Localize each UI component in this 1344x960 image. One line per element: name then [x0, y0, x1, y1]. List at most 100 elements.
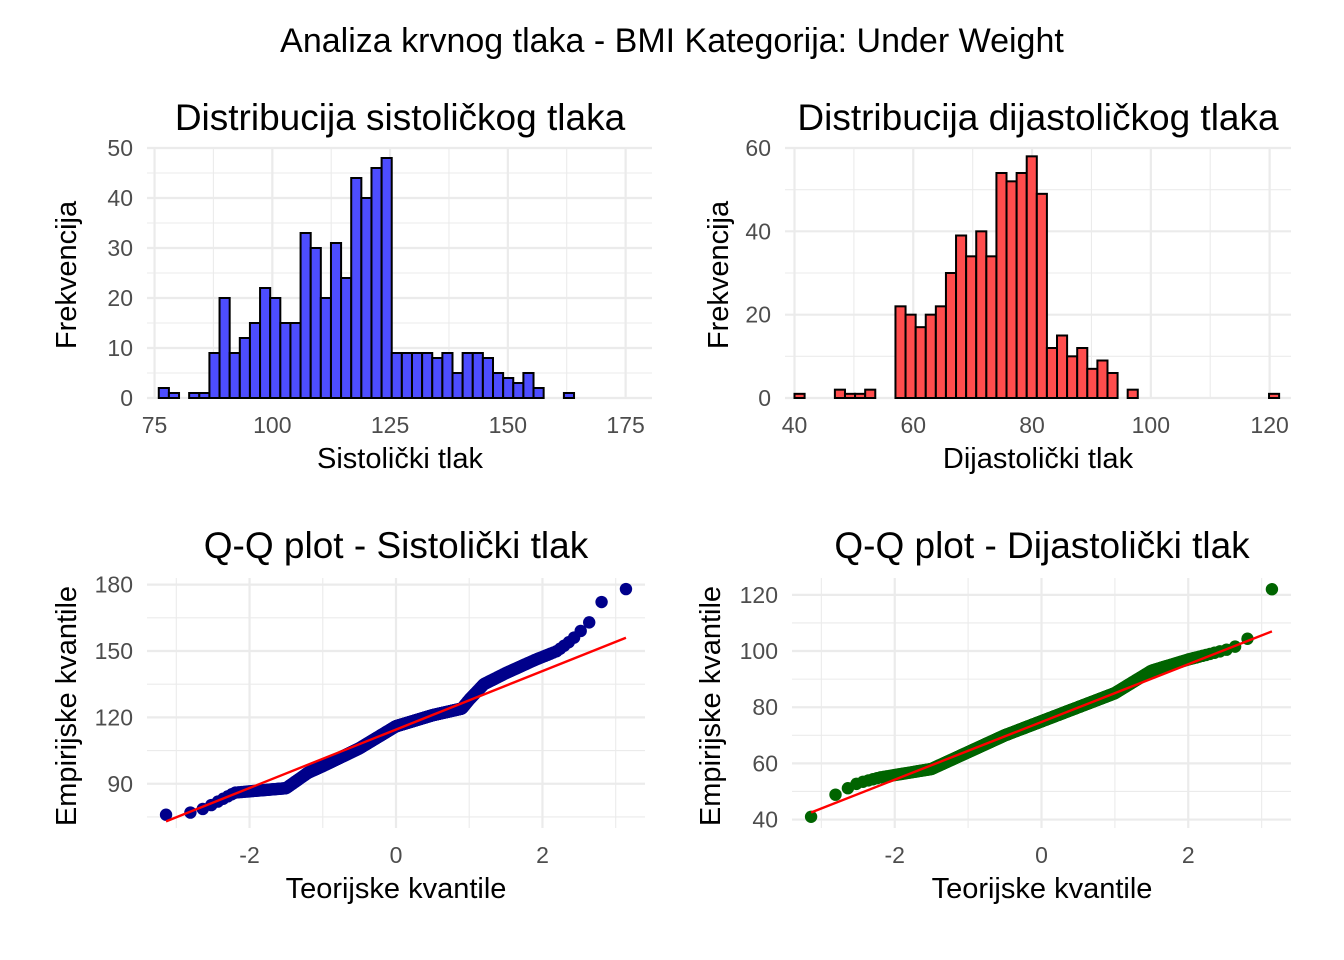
histogram-bar	[451, 372, 464, 399]
histogram-bar	[1045, 347, 1059, 399]
histogram-bar	[431, 357, 444, 399]
y-tick-label: 0	[758, 385, 771, 411]
histogram-bar	[995, 172, 1008, 399]
histogram-bar	[864, 388, 877, 399]
histogram-bar	[360, 197, 373, 399]
x-axis-label: Teorijske kvantile	[286, 873, 507, 905]
histogram-bar	[955, 234, 968, 399]
panel-histogram-diastolic: Distribucija dijastoličkog tlaka 40 60 80 1…	[703, 97, 1291, 475]
histogram-bar	[924, 313, 937, 399]
y-tick-label: 40	[752, 807, 778, 833]
histogram-bar	[975, 230, 988, 399]
x-axis-label: Sistolički tlak	[317, 443, 483, 475]
y-tick-label: 120	[740, 582, 778, 608]
panel-title: Distribucija dijastoličkog tlaka	[797, 97, 1279, 138]
x-tick-label: -2	[885, 842, 905, 868]
histogram-bar	[562, 392, 576, 399]
y-tick-label: 20	[745, 302, 771, 328]
x-tick-label: 2	[1182, 842, 1195, 868]
x-tick-label: 60	[900, 412, 926, 438]
histogram-bar	[410, 352, 424, 399]
histogram-bar	[481, 357, 495, 399]
qq-point	[574, 624, 587, 638]
qq-point	[619, 582, 633, 596]
histogram-bar	[904, 313, 917, 399]
x-tick-label: 100	[253, 412, 291, 438]
histogram-bar	[1086, 367, 1099, 400]
y-axis-label: Empirijske kvantile	[695, 586, 727, 826]
histogram-bar	[157, 387, 170, 399]
histogram-bar	[944, 272, 958, 399]
histogram-bar	[492, 372, 505, 399]
y-axis-label: Frekvencija	[51, 200, 83, 349]
y-tick-label: 150	[95, 638, 133, 664]
qq-point	[829, 788, 842, 801]
qq-point	[804, 810, 818, 823]
histogram-bar	[914, 326, 927, 399]
x-axis-label: Dijastolički tlak	[943, 443, 1134, 475]
qq-point	[159, 808, 173, 821]
histogram-bar	[1126, 388, 1139, 399]
histogram-bar	[208, 352, 221, 399]
panel-title: Q-Q plot - Dijastolički tlak	[834, 525, 1250, 566]
panel-histogram-systolic: Distribucija sistoličkog tlaka 75 100 125 1…	[51, 97, 652, 475]
histogram-bar	[421, 352, 434, 399]
x-tick-label: 40	[782, 412, 808, 438]
panel-qq-diastolic: Q-Q plot - Dijastolički tlak -2 0 2 40 60 80…	[695, 525, 1291, 905]
histogram-bar	[512, 382, 525, 399]
histogram-bar	[289, 322, 302, 399]
x-tick-label: 2	[536, 842, 549, 868]
x-tick-label: 120	[1250, 412, 1288, 438]
histogram-bar	[833, 388, 846, 399]
y-tick-label: 180	[95, 572, 133, 598]
x-tick-label: 0	[390, 842, 403, 868]
x-axis-label: Teorijske kvantile	[932, 873, 1153, 905]
y-tick-label: 40	[107, 185, 133, 211]
y-tick-label: 40	[745, 218, 771, 244]
qq-point	[595, 595, 608, 609]
y-tick-label: 100	[740, 638, 778, 664]
x-tick-label: 80	[1019, 412, 1045, 438]
x-tick-label: -2	[239, 842, 259, 868]
qq-point	[583, 616, 596, 629]
panel-title: Q-Q plot - Sistolički tlak	[204, 525, 589, 566]
histogram-bar	[1268, 392, 1281, 400]
histogram-bar	[522, 372, 535, 399]
histogram-bar	[299, 232, 312, 399]
histogram-bar	[965, 255, 978, 400]
histogram-bar	[532, 387, 545, 399]
y-tick-label: 30	[107, 235, 133, 261]
histogram-bar	[319, 297, 332, 399]
histogram-bar	[198, 392, 211, 399]
histogram-bar	[1106, 372, 1119, 399]
histogram-bar	[894, 305, 907, 400]
panel-title: Distribucija sistoličkog tlaka	[175, 97, 626, 138]
y-tick-label: 80	[752, 694, 778, 720]
y-tick-label: 50	[107, 135, 133, 161]
histogram-bar	[380, 157, 393, 399]
histogram-bar	[340, 277, 353, 399]
histogram-bar	[1015, 172, 1028, 399]
histogram-bar	[1056, 334, 1069, 399]
histogram-bar	[188, 392, 201, 399]
histogram-bar	[934, 305, 947, 400]
qq-reference-line	[810, 630, 1273, 814]
histogram-bar	[502, 377, 515, 399]
histogram-bar	[279, 322, 292, 399]
histogram-bar	[167, 392, 181, 399]
panel-qq-systolic: Q-Q plot - Sistolički tlak -2 0 2 90 120 150…	[51, 525, 645, 905]
x-tick-label: 0	[1035, 842, 1048, 868]
qq-reference-line	[165, 636, 627, 823]
y-tick-label: 120	[95, 704, 133, 730]
qq-point	[1265, 583, 1279, 596]
histogram-bar	[329, 242, 343, 399]
histogram-bar	[1066, 355, 1079, 400]
histogram-bar	[441, 352, 454, 399]
histogram-bar	[390, 352, 403, 399]
y-tick-label: 90	[107, 771, 133, 797]
histogram-bar	[985, 255, 998, 400]
y-tick-label: 60	[745, 135, 771, 161]
histogram-bar	[854, 392, 867, 400]
